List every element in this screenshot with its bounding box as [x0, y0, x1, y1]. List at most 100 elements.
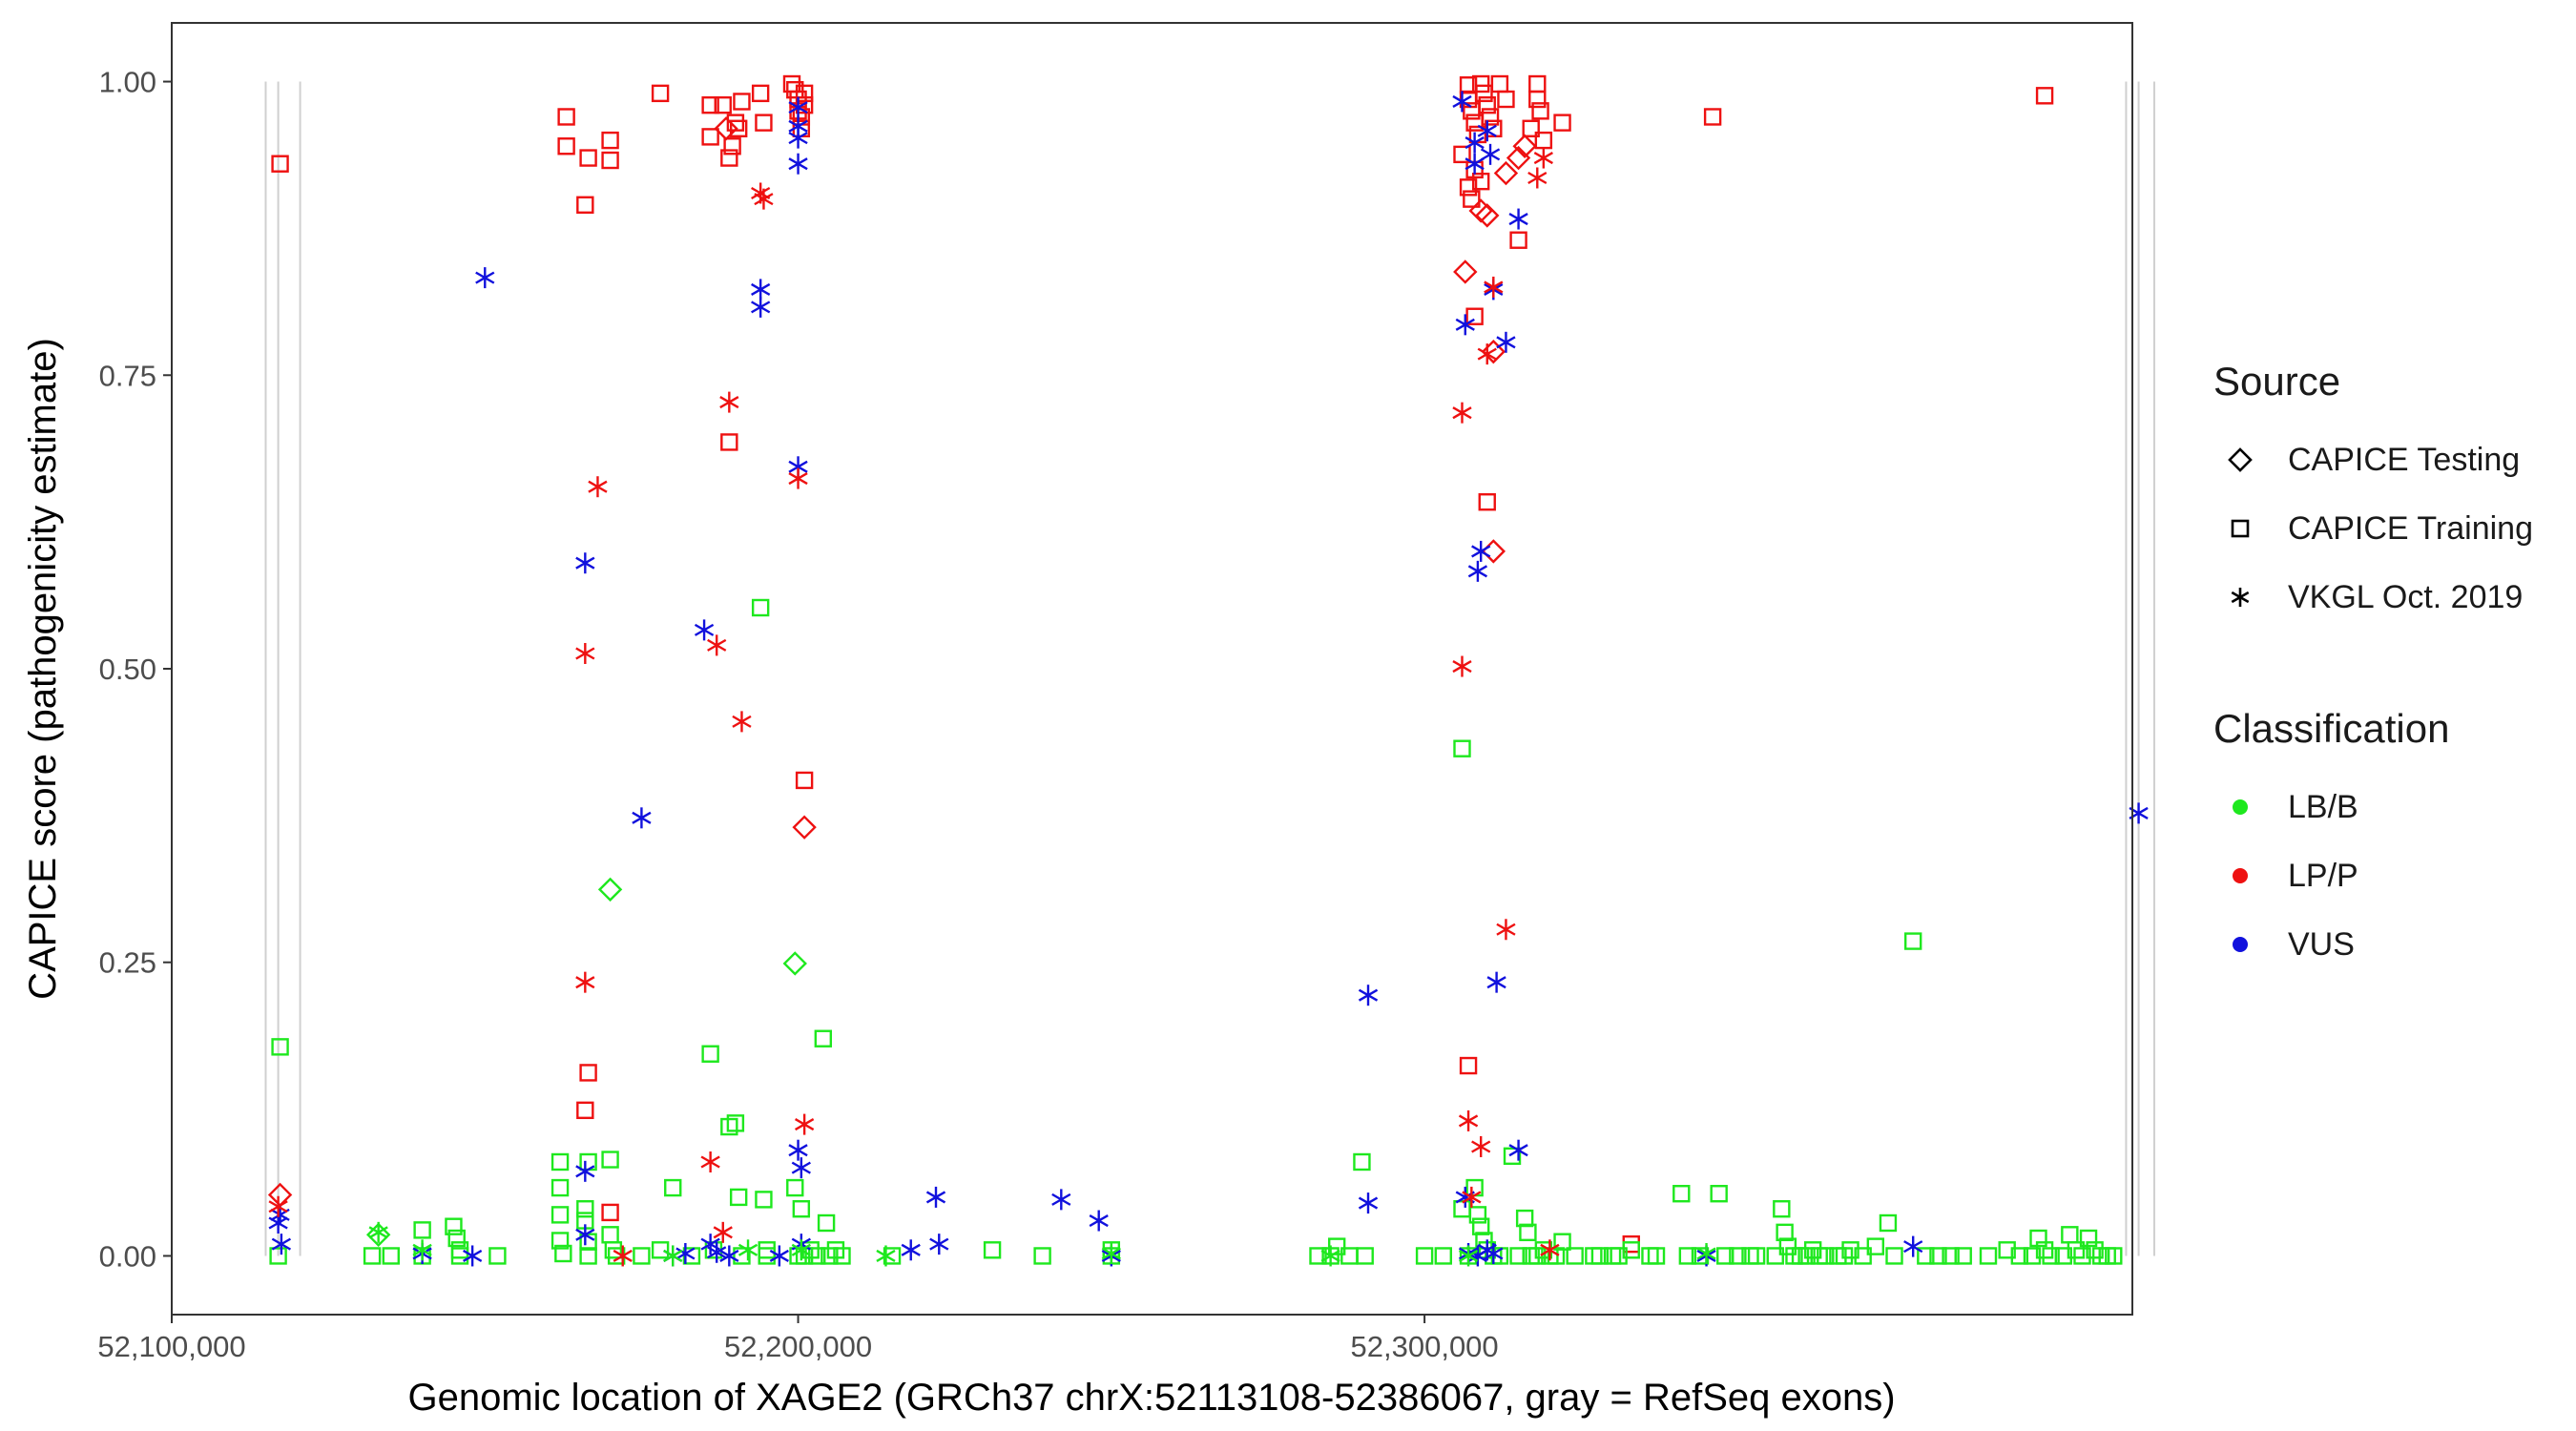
data-point-square	[758, 1241, 776, 1259]
asterisk-icon	[2213, 570, 2267, 624]
data-point-square	[726, 1114, 745, 1132]
data-point-asterisk	[575, 552, 595, 574]
data-point-square	[1854, 1247, 1872, 1265]
legend-classification-title: Classification	[2213, 706, 2450, 751]
data-point-square	[1797, 1247, 1816, 1265]
data-point-asterisk	[929, 1234, 949, 1255]
data-point-asterisk	[1465, 153, 1485, 175]
data-point-asterisk	[1051, 1189, 1071, 1211]
data-point-square	[2067, 1241, 2086, 1259]
legend-label: CAPICE Training	[2288, 509, 2533, 547]
diamond-icon	[2213, 433, 2267, 487]
data-point-square	[604, 1241, 623, 1259]
legend-label: VKGL Oct. 2019	[2288, 578, 2524, 615]
data-point-square	[2086, 1241, 2104, 1259]
data-point-asterisk	[1458, 1110, 1479, 1131]
legend-source: Source CAPICE Testing CAPICE Training VK…	[2213, 359, 2533, 632]
data-point-square	[1866, 1237, 1885, 1255]
data-point-square	[1531, 102, 1549, 120]
data-point-square	[1453, 1200, 1471, 1218]
data-point-square	[1490, 74, 1509, 93]
data-point-square	[755, 114, 773, 132]
y-tick-label: 1.00	[99, 66, 156, 99]
data-point-square	[488, 1247, 507, 1265]
legend-label: LB/B	[2288, 788, 2358, 825]
y-tick-label: 0.50	[99, 653, 156, 686]
data-point-asterisk	[675, 1242, 696, 1264]
data-point-square	[664, 1178, 682, 1197]
data-point-asterisk	[694, 619, 715, 641]
data-point-asterisk	[1455, 314, 1475, 336]
data-point-square	[2035, 1241, 2054, 1259]
data-point-square	[723, 137, 741, 156]
data-point-square	[729, 119, 748, 137]
data-point-square	[579, 149, 597, 167]
data-point-square	[271, 1038, 289, 1056]
data-point-square	[447, 1229, 466, 1248]
data-point-asterisk	[1320, 1245, 1340, 1267]
data-point-square	[729, 1188, 748, 1207]
data-point-asterisk	[1465, 132, 1485, 154]
data-point-square	[557, 108, 575, 126]
data-point-square	[1471, 74, 1490, 93]
data-point-asterisk	[1903, 1235, 1923, 1257]
legend-label: CAPICE Testing	[2288, 441, 2521, 478]
data-point-asterisk	[1486, 971, 1506, 993]
data-point-square	[1509, 231, 1527, 249]
data-point-asterisk	[1496, 331, 1516, 353]
data-point-square	[1519, 1223, 1537, 1242]
data-point-square	[1622, 1241, 1640, 1259]
data-point-square	[1879, 1213, 1898, 1233]
data-point-square	[601, 151, 619, 170]
data-point-square	[2042, 1247, 2060, 1265]
data-point-square	[1942, 1247, 1960, 1265]
plot-panel-border	[171, 22, 2133, 1316]
data-point-square	[751, 84, 770, 103]
data-point-square	[1515, 1209, 1534, 1228]
data-point-asterisk	[1480, 143, 1501, 165]
data-point-square	[755, 1191, 773, 1209]
data-point-square	[1729, 1247, 1747, 1265]
data-point-diamond	[1453, 259, 1478, 284]
data-point-square	[382, 1247, 400, 1265]
data-point-asterisk	[713, 1221, 733, 1243]
data-point-asterisk	[901, 1239, 921, 1261]
data-point-square	[1979, 1247, 1998, 1265]
data-points	[267, 74, 2149, 1267]
data-point-asterisk	[788, 1139, 808, 1161]
legend-label: LP/P	[2288, 857, 2358, 894]
data-point-square	[701, 128, 719, 146]
data-point-square	[1481, 108, 1500, 126]
data-point-asterisk	[412, 1239, 432, 1261]
y-tick-label: 0.75	[99, 359, 156, 392]
data-point-asterisk	[632, 807, 652, 829]
data-point-square	[795, 95, 814, 114]
data-point-square	[576, 1200, 594, 1218]
x-tick-label: 52,300,000	[1351, 1330, 1499, 1363]
data-point-asterisk	[769, 1245, 789, 1267]
data-point-asterisk	[368, 1221, 388, 1243]
data-point-square	[1465, 307, 1484, 325]
data-point-square	[1475, 84, 1493, 103]
data-point-square	[271, 155, 289, 173]
data-point-square	[551, 1206, 570, 1224]
data-point-asterisk	[1477, 120, 1497, 142]
legend-item-vus: VUS	[2213, 910, 2449, 979]
data-point-square	[1585, 1247, 1603, 1265]
data-point-square	[1778, 1237, 1797, 1255]
data-point-square	[2029, 1229, 2047, 1248]
data-point-square	[1553, 114, 1571, 132]
data-point-square	[821, 1247, 839, 1265]
data-point-square	[795, 84, 814, 103]
data-point-asterisk	[700, 1151, 720, 1172]
data-point-square	[826, 1241, 845, 1259]
data-point-square	[413, 1221, 431, 1239]
data-point-asterisk	[732, 711, 752, 733]
data-point-diamond	[792, 815, 817, 840]
data-point-square	[554, 1244, 572, 1263]
data-point-square	[1672, 1185, 1691, 1203]
data-point-square	[1463, 190, 1481, 208]
data-point-square	[579, 1064, 597, 1082]
dot-icon	[2213, 849, 2267, 902]
data-point-square	[1490, 1247, 1509, 1265]
